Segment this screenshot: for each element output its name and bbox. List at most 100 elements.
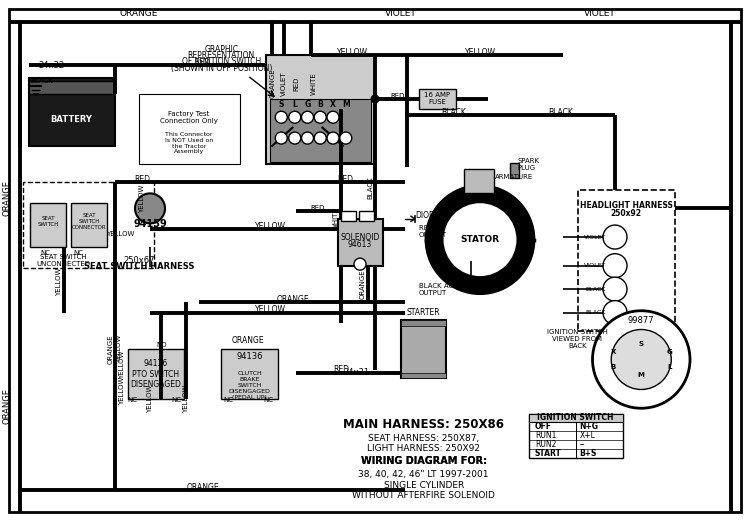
Text: SEAT HARNESS: 250X87,: SEAT HARNESS: 250X87, <box>368 434 479 443</box>
Text: --: -- <box>579 440 585 449</box>
Text: ARMATURE: ARMATURE <box>495 174 533 180</box>
Text: START: START <box>535 450 562 458</box>
Text: ORANGE: ORANGE <box>3 388 12 425</box>
Text: S: S <box>278 100 284 109</box>
Text: REPRESENTATION: REPRESENTATION <box>188 51 255 60</box>
Bar <box>341 211 356 221</box>
Text: DIODE: DIODE <box>415 210 440 220</box>
Circle shape <box>275 111 287 123</box>
Circle shape <box>289 111 301 123</box>
Bar <box>464 169 494 193</box>
Text: BLACK: BLACK <box>586 287 606 292</box>
Bar <box>139 94 240 164</box>
Bar <box>358 211 374 221</box>
Text: YELLOW: YELLOW <box>464 47 496 57</box>
Text: 99877: 99877 <box>628 316 655 325</box>
Text: ORANGE: ORANGE <box>186 482 219 492</box>
Circle shape <box>371 95 379 103</box>
Text: YELLOW: YELLOW <box>106 231 134 238</box>
Text: S: S <box>639 341 644 347</box>
Text: X: X <box>330 100 336 109</box>
Text: G: G <box>666 349 672 355</box>
Text: 16 AMP
FUSE: 16 AMP FUSE <box>424 93 450 105</box>
Bar <box>30 203 66 247</box>
Text: VIOLET: VIOLET <box>584 263 606 268</box>
Circle shape <box>289 132 301 144</box>
Text: ORANGE: ORANGE <box>360 269 366 299</box>
Circle shape <box>135 193 165 224</box>
Text: L: L <box>667 364 671 370</box>
Text: 250x67: 250x67 <box>123 256 154 265</box>
Text: BLACK: BLACK <box>30 78 52 84</box>
Text: ORANGE: ORANGE <box>3 180 12 216</box>
Text: RED: RED <box>194 58 211 67</box>
Circle shape <box>314 111 326 123</box>
Text: B: B <box>610 364 616 370</box>
Text: RUN1: RUN1 <box>535 431 556 440</box>
Text: OF IGNITION SWITCH: OF IGNITION SWITCH <box>182 57 261 67</box>
Text: BLACK: BLACK <box>548 107 574 117</box>
Text: WIRING DIAGRAM FOR:: WIRING DIAGRAM FOR: <box>361 456 487 466</box>
Bar <box>28 81 115 94</box>
Circle shape <box>302 132 313 144</box>
Bar <box>71 203 107 247</box>
Text: NC: NC <box>127 397 137 403</box>
Bar <box>22 182 154 268</box>
Text: ORANGE: ORANGE <box>276 295 309 304</box>
Text: CLUTCH
BRAKE
SWITCH
DISENGAGED
(PEDAL UP): CLUTCH BRAKE SWITCH DISENGAGED (PEDAL UP… <box>229 371 271 400</box>
Circle shape <box>603 277 627 301</box>
Text: B: B <box>317 100 323 109</box>
Text: Factory Test
Connection Only: Factory Test Connection Only <box>160 111 218 123</box>
Text: 38, 40, 42, 46" LT 1997-2001: 38, 40, 42, 46" LT 1997-2001 <box>358 469 489 479</box>
Circle shape <box>442 202 518 277</box>
Text: VIOLET: VIOLET <box>584 8 616 18</box>
Circle shape <box>426 185 534 294</box>
Text: WHITE: WHITE <box>333 207 339 230</box>
Bar <box>266 55 375 164</box>
Text: BLACK: BLACK <box>368 176 374 199</box>
Text: NC: NC <box>171 397 182 403</box>
Circle shape <box>314 132 326 144</box>
Circle shape <box>611 329 671 390</box>
Text: X+L: X+L <box>579 431 596 440</box>
Text: M: M <box>638 372 645 378</box>
Text: YELLOW: YELLOW <box>119 351 125 379</box>
Text: YELLOW: YELLOW <box>254 222 286 231</box>
Text: RED: RED <box>333 365 350 375</box>
Circle shape <box>340 132 352 144</box>
Text: RED DC
OUTPUT: RED DC OUTPUT <box>419 226 447 238</box>
Text: VIOLET: VIOLET <box>386 8 417 18</box>
Bar <box>578 190 675 331</box>
Text: X: X <box>610 349 616 355</box>
Text: ORANGE: ORANGE <box>231 336 264 345</box>
Text: 94159: 94159 <box>134 219 166 229</box>
Circle shape <box>354 258 366 270</box>
Text: BLACK AC
OUTPUT: BLACK AC OUTPUT <box>419 283 453 295</box>
Text: YELLOW: YELLOW <box>147 384 153 413</box>
Text: YELLOW: YELLOW <box>140 185 146 213</box>
Text: OFF: OFF <box>535 421 552 431</box>
Text: MAIN HARNESS: 250X86: MAIN HARNESS: 250X86 <box>344 418 504 431</box>
Text: RUN2: RUN2 <box>535 440 556 449</box>
Text: ORANGE: ORANGE <box>269 69 275 98</box>
Text: 250x92: 250x92 <box>610 209 642 218</box>
Text: YELLOW: YELLOW <box>56 267 62 295</box>
Text: SEAT
SWITCH: SEAT SWITCH <box>38 216 58 227</box>
Text: STARTER: STARTER <box>407 308 440 317</box>
Text: YELLOW: YELLOW <box>183 384 189 413</box>
Circle shape <box>275 132 287 144</box>
Text: 94613: 94613 <box>348 240 372 250</box>
Text: BLACK: BLACK <box>441 107 466 117</box>
Bar <box>270 99 371 162</box>
Text: YELLOW: YELLOW <box>116 335 122 363</box>
Text: BATTERY: BATTERY <box>50 115 92 125</box>
Text: HEADLIGHT HARNESS: HEADLIGHT HARNESS <box>580 201 673 210</box>
Text: SINGLE CYLINDER: SINGLE CYLINDER <box>383 481 464 490</box>
Bar <box>338 219 382 266</box>
Circle shape <box>302 111 313 123</box>
Text: SEAT
SWITCH
CONNECTOR: SEAT SWITCH CONNECTOR <box>72 213 106 230</box>
Text: SOLENOID: SOLENOID <box>340 232 380 242</box>
Text: NC: NC <box>263 397 274 403</box>
Text: BLACK: BLACK <box>586 310 606 315</box>
Circle shape <box>603 225 627 249</box>
